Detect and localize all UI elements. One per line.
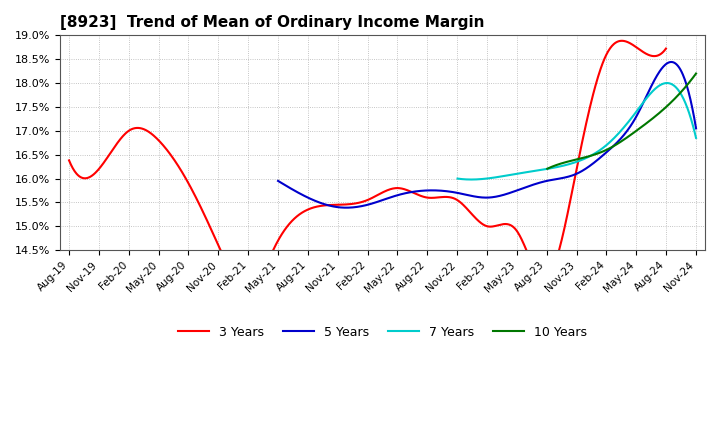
10 Years [659,107,667,112]
5 Years [554,176,562,181]
3 Years [186,185,195,190]
3 Years [88,173,96,178]
7 Years [663,81,672,86]
3 Years [65,158,73,163]
7 Years [692,136,701,141]
3 Years [499,221,508,227]
7 Years [608,137,617,142]
5 Years [502,191,510,197]
10 Years [613,141,622,147]
7 Years [453,176,462,181]
5 Years [341,205,349,210]
Line: 3 Years: 3 Years [69,41,666,289]
10 Years [558,161,567,166]
Line: 5 Years: 5 Years [278,62,696,208]
5 Years [342,205,351,210]
3 Years [96,164,105,169]
Text: [8923]  Trend of Mean of Ordinary Income Margin: [8923] Trend of Mean of Ordinary Income … [60,15,485,30]
Line: 10 Years: 10 Years [547,73,696,169]
7 Years [463,177,472,182]
3 Years [359,199,368,204]
7 Years [606,139,614,145]
3 Years [139,126,148,132]
7 Years [639,99,648,104]
5 Years [635,108,644,113]
10 Years [692,71,701,76]
5 Years [692,126,701,131]
5 Years [274,178,282,183]
3 Years [618,38,626,44]
Legend: 3 Years, 5 Years, 7 Years, 10 Years: 3 Years, 5 Years, 7 Years, 10 Years [173,321,593,344]
3 Years [662,46,670,51]
7 Years [519,170,528,175]
3 Years [243,286,251,291]
5 Years [542,178,551,183]
7 Years [488,175,497,180]
5 Years [474,194,482,200]
5 Years [667,59,676,65]
10 Years [543,166,552,171]
7 Years [467,177,476,182]
10 Years [646,118,654,123]
10 Years [671,95,680,101]
Line: 7 Years: 7 Years [457,83,696,180]
10 Years [603,147,612,152]
